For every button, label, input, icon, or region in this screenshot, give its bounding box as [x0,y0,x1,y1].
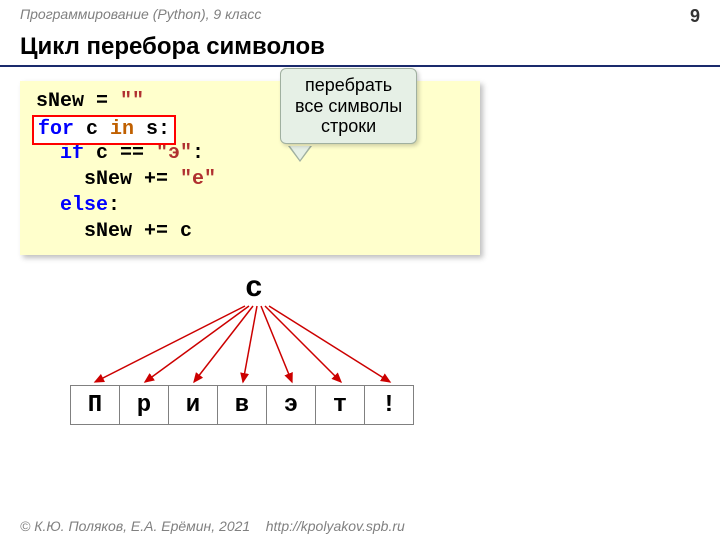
page-number: 9 [690,6,700,27]
char-cell: э [266,385,316,425]
callout-tail [290,146,310,160]
char-cell: и [168,385,218,425]
footer: © К.Ю. Поляков, Е.А. Ерёмин, 2021 http:/… [20,518,405,534]
page-title: Цикл перебора символов [0,29,720,67]
course-label: Программирование (Python), 9 класс [20,6,261,27]
char-cell: р [119,385,169,425]
for-loop-highlight: for c in s: [32,115,176,145]
char-cell: ! [364,385,414,425]
char-table: П р и в э т ! [70,385,414,425]
callout-box: перебрать все символы строки [280,68,417,144]
char-cell: П [70,385,120,425]
char-cell: в [217,385,267,425]
char-cell: т [315,385,365,425]
arrows-svg [60,280,480,460]
iteration-diagram: c П р и в э т ! [60,280,480,460]
